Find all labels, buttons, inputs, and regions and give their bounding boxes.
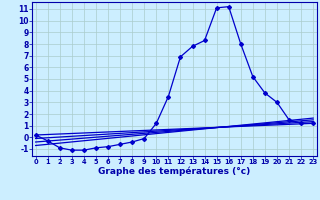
X-axis label: Graphe des températures (°c): Graphe des températures (°c) [98,167,251,176]
